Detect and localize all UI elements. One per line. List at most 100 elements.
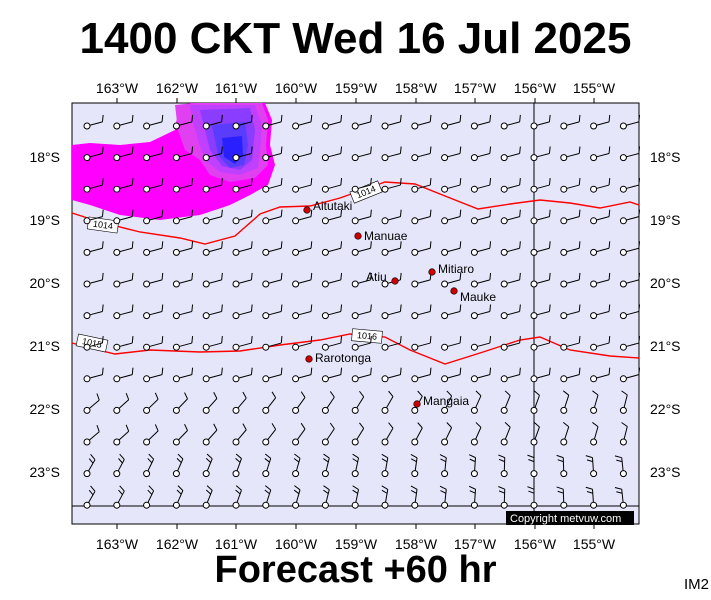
wind-barb xyxy=(113,453,125,478)
wind-barb xyxy=(232,114,253,130)
wind-barb xyxy=(262,453,272,478)
wind-barb xyxy=(83,393,100,414)
longitude-label: 160°W xyxy=(275,80,318,96)
wind-barb xyxy=(530,209,551,225)
town-label-manuae: Manuae xyxy=(364,229,408,243)
wind-barb xyxy=(143,304,164,320)
wind-barb xyxy=(172,423,188,446)
wind-barb xyxy=(500,114,521,130)
wind-barb xyxy=(500,178,521,193)
town-marker-mitiaro xyxy=(428,268,436,276)
wind-barb xyxy=(470,114,492,130)
wind-barb xyxy=(113,336,134,351)
wind-barb xyxy=(590,241,611,256)
wind-barb xyxy=(500,390,511,414)
wind-barb xyxy=(498,486,508,509)
wind-barb xyxy=(530,336,551,351)
wind-barb xyxy=(202,272,223,288)
wind-barb xyxy=(113,424,130,446)
wind-barb xyxy=(321,178,343,193)
wind-barb xyxy=(441,336,462,351)
svg-text:Copyright metvuw.com: Copyright metvuw.com xyxy=(510,513,621,525)
forecast-title: 1400 CKT Wed 16 Jul 2025 xyxy=(79,14,632,63)
wind-barb xyxy=(83,178,104,193)
svg-text:1014: 1014 xyxy=(92,219,113,232)
wind-barb xyxy=(441,114,462,130)
wind-barb xyxy=(113,304,134,320)
wind-barb xyxy=(83,367,104,383)
wind-barb xyxy=(590,178,611,193)
wind-barb xyxy=(441,146,462,162)
latitude-labels-right: 18°S 19°S 20°S 21°S 22°S 23°S xyxy=(650,149,681,480)
wind-barb xyxy=(560,336,581,351)
copyright-box: Copyright metvuw.com xyxy=(506,511,634,525)
wind-barb xyxy=(614,455,627,478)
longitude-label: 162°W xyxy=(156,536,199,552)
forecast-hour: Forecast +60 hr xyxy=(214,549,497,591)
wind-barb xyxy=(292,391,306,414)
wind-barb xyxy=(498,454,508,478)
wind-barb xyxy=(590,209,611,225)
wind-barb xyxy=(351,146,372,162)
wind-barb xyxy=(113,485,125,509)
svg-text:1016: 1016 xyxy=(357,330,378,342)
wind-barb xyxy=(83,485,96,509)
wind-barb xyxy=(619,272,641,288)
wind-barb xyxy=(202,453,213,478)
wind-barb xyxy=(202,178,223,193)
wind-barb xyxy=(292,485,301,509)
wind-barb xyxy=(530,241,551,256)
wind-barb xyxy=(590,304,611,320)
wind-barb xyxy=(585,486,598,509)
longitude-label: 159°W xyxy=(335,80,378,96)
wind-barb xyxy=(619,114,641,130)
wind-barb xyxy=(262,367,283,383)
wind-barb xyxy=(470,209,492,225)
longitude-label: 158°W xyxy=(395,536,438,552)
latitude-label: 23°S xyxy=(29,464,60,480)
wind-barb xyxy=(351,272,372,288)
wind-barb xyxy=(143,453,155,478)
latitude-label: 18°S xyxy=(29,149,60,165)
wind-barb xyxy=(530,146,551,162)
latitude-label: 20°S xyxy=(29,275,60,291)
wind-barb xyxy=(590,146,611,162)
wind-barb xyxy=(172,304,194,320)
wind-barb xyxy=(202,146,223,162)
town-label-atiu: Atiu xyxy=(366,270,387,284)
wind-barb xyxy=(202,304,223,320)
latitude-label: 22°S xyxy=(29,401,60,417)
longitude-label: 155°W xyxy=(573,536,616,552)
wind-barb xyxy=(232,272,253,288)
wind-barb xyxy=(143,336,164,351)
wind-barb xyxy=(143,114,164,130)
wind-barb xyxy=(619,422,628,446)
wind-barb xyxy=(411,367,432,383)
wind-barb xyxy=(411,422,423,446)
wind-barb xyxy=(560,390,570,414)
wind-barb xyxy=(619,178,641,193)
wind-barb xyxy=(83,146,104,162)
wind-barb xyxy=(441,209,462,225)
wind-barb xyxy=(83,272,104,288)
wind-barb xyxy=(381,453,389,478)
wind-barb xyxy=(351,485,360,509)
wind-barb xyxy=(439,454,449,478)
wind-barb xyxy=(83,304,104,320)
longitude-label: 162°W xyxy=(156,80,199,96)
wind-barb xyxy=(262,391,277,414)
wind-barb xyxy=(381,178,402,193)
wind-barb xyxy=(527,486,538,509)
wind-barb xyxy=(292,367,313,383)
wind-barb xyxy=(113,114,134,130)
wind-barb xyxy=(470,422,482,446)
wind-barb xyxy=(172,178,194,193)
model-id: IM2 xyxy=(683,576,709,593)
wind-barb xyxy=(113,241,134,256)
town-label-rarotonga: Rarotonga xyxy=(315,351,371,365)
wind-barb xyxy=(411,304,432,320)
wind-barb xyxy=(321,422,335,446)
wind-barb xyxy=(321,304,343,320)
wind-barb xyxy=(619,241,641,256)
town-marker-aitutaki xyxy=(303,206,311,214)
